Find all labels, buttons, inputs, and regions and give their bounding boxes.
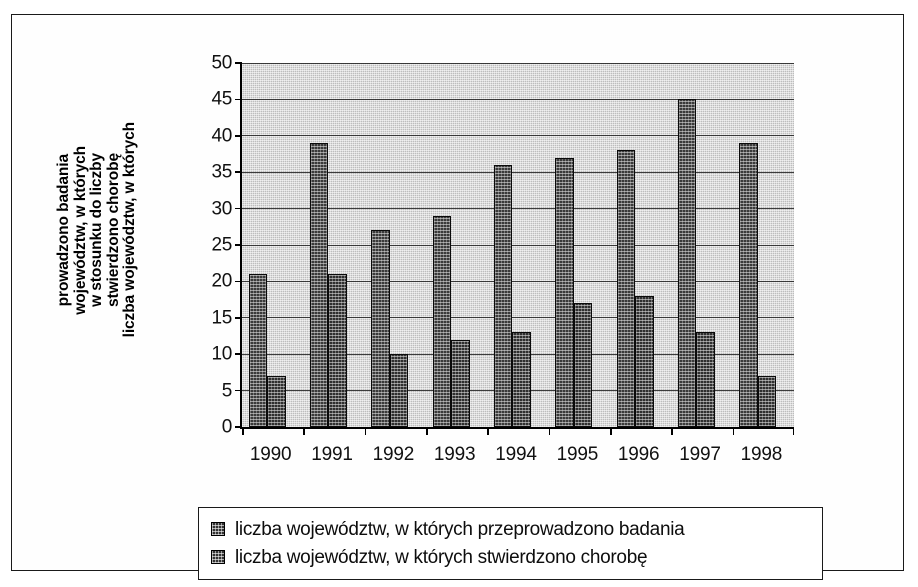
y-axis-tick-labels: 50 45 40 35 30 25 20 15 10 5 0 <box>200 54 233 438</box>
x-axis-tick <box>242 427 244 435</box>
legend-label-choroba: liczba województw, w których stwierdzono… <box>235 546 648 568</box>
bar-group <box>242 63 303 427</box>
gridline <box>242 98 794 100</box>
y-axis-tick-label: 20 <box>211 270 232 292</box>
y-axis-tick <box>235 389 242 392</box>
x-axis-tick-label: 1990 <box>249 444 292 465</box>
gridline <box>242 135 794 137</box>
bar <box>678 99 697 427</box>
x-axis-tick-label: 1998 <box>740 444 783 465</box>
gridline <box>242 317 794 319</box>
bar <box>389 354 409 427</box>
gridline <box>242 280 794 282</box>
x-axis-tick-labels: 1990 1991 1992 1993 1994 1995 1996 1997 1998 <box>240 445 794 473</box>
y-axis-tick-label: 50 <box>211 52 232 74</box>
x-axis-tick-label: 1992 <box>372 444 415 465</box>
bar <box>451 339 470 427</box>
y-axis-tick-label: 5 <box>221 380 233 402</box>
y-axis-tick <box>235 426 242 428</box>
y-axis-tick <box>235 171 242 173</box>
bar-group <box>487 63 548 427</box>
gridline <box>242 62 794 64</box>
x-axis-tick <box>487 427 489 435</box>
bar-group <box>671 63 732 427</box>
legend-label-badania: liczba województw, w których przeprowadz… <box>235 518 685 540</box>
bar-group <box>549 63 610 427</box>
gridline <box>242 171 794 173</box>
bar-group <box>610 63 671 427</box>
bar <box>494 164 513 427</box>
y-axis-tick <box>235 135 242 137</box>
bar <box>635 295 654 427</box>
y-axis-tick-label: 30 <box>211 198 232 220</box>
y-axis-title-line-4: województw, w których <box>71 145 89 315</box>
legend-swatch-badania <box>211 522 225 536</box>
x-axis-tick <box>548 427 551 435</box>
legend-item-badania: liczba województw, w których przeprowadz… <box>211 515 810 543</box>
x-axis-tick <box>671 427 673 435</box>
bar <box>248 274 268 427</box>
bar <box>267 376 286 427</box>
bar-group <box>426 63 487 427</box>
y-axis-tick-label: 25 <box>211 234 232 256</box>
y-axis-tick <box>235 62 242 64</box>
bar-group <box>303 63 364 427</box>
bar <box>328 274 347 427</box>
x-axis-tick <box>364 427 367 435</box>
y-axis-title: liczba województw, w których stwierdzono… <box>12 15 182 445</box>
bar <box>310 143 329 427</box>
legend-item-choroba: liczba województw, w których stwierdzono… <box>211 543 810 571</box>
bar <box>616 150 636 427</box>
x-axis-tick-label: 1996 <box>617 444 660 465</box>
bar <box>512 332 531 427</box>
y-axis-tick <box>235 353 242 355</box>
chart-legend: liczba województw, w których przeprowadz… <box>198 507 823 580</box>
bar-group <box>365 63 426 427</box>
y-axis-title-line-1: liczba województw, w których <box>121 122 139 338</box>
y-axis-tick <box>235 207 242 210</box>
y-axis-tick-label: 10 <box>211 343 232 365</box>
y-axis-tick <box>235 98 242 101</box>
y-axis-tick <box>235 317 242 319</box>
gridline <box>242 244 794 246</box>
y-axis-tick <box>235 244 242 246</box>
x-axis-tick <box>303 427 305 435</box>
x-axis-tick <box>610 427 612 435</box>
x-axis-tick-label: 1993 <box>433 444 476 465</box>
bar-group <box>733 63 794 427</box>
x-axis-tick <box>426 427 428 435</box>
chart-plot-area <box>235 62 794 435</box>
y-axis-title-line-5: prowadzono badania <box>55 153 73 307</box>
bar <box>696 332 715 427</box>
y-axis-title-line-2: stwierdzono chorobę <box>104 153 122 307</box>
legend-swatch-choroba <box>211 550 225 564</box>
y-axis-tick <box>235 280 242 283</box>
y-axis-title-line-3: w stosunku do liczby <box>88 153 106 307</box>
y-axis-tick-label: 0 <box>221 416 233 438</box>
x-axis-tick-label: 1991 <box>311 444 353 465</box>
y-axis-tick-label: 15 <box>211 307 232 329</box>
bar <box>371 230 390 427</box>
bar <box>573 303 593 427</box>
x-axis-tick-label: 1994 <box>495 444 537 465</box>
bar <box>555 157 574 427</box>
gridline <box>242 208 794 210</box>
x-axis-tick-label: 1995 <box>556 444 599 465</box>
x-axis-tick <box>792 427 794 435</box>
y-axis-tick-label: 35 <box>211 161 232 183</box>
y-axis-tick-label: 45 <box>211 88 232 110</box>
bar <box>739 143 758 427</box>
x-axis-tick-label: 1997 <box>679 444 721 465</box>
bar <box>757 376 777 427</box>
chart-figure-frame: liczba województw, w których stwierdzono… <box>11 14 904 580</box>
y-axis-tick-label: 40 <box>211 125 232 147</box>
chart-plot-wrapper: 50 45 40 35 30 25 20 15 10 5 0 1990 1991 1992 1993 199… <box>200 54 796 464</box>
x-axis-tick <box>732 427 735 435</box>
bar <box>432 215 452 427</box>
